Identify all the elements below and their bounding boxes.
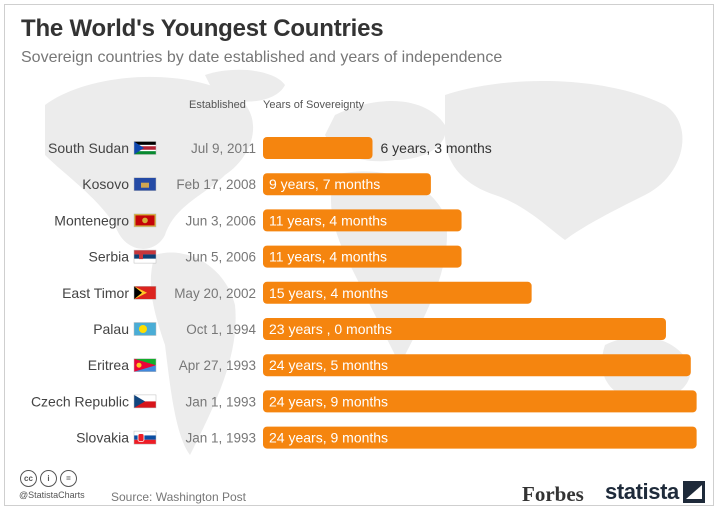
bar-value-label: 24 years, 9 months [269, 430, 388, 446]
established-date: May 20, 2002 [174, 286, 256, 301]
years-column-header: Years of Sovereignty [263, 99, 365, 111]
bar [263, 354, 691, 377]
south-sudan-flag-icon [133, 141, 157, 155]
by-icon: i [40, 470, 57, 487]
country-label: Montenegro [54, 212, 129, 228]
bar-value-label: 23 years , 0 months [269, 321, 392, 337]
montenegro-flag-icon [133, 213, 157, 228]
bar [263, 137, 373, 159]
established-column-header: Established [189, 99, 246, 111]
bar-value-label: 6 years, 3 months [381, 140, 492, 156]
source-note: Source: Washington Post [111, 490, 246, 504]
infographic-frame: The World's Youngest Countries Sovereign… [4, 4, 714, 506]
statista-wordmark: statista [605, 479, 679, 504]
country-label: Kosovo [82, 176, 129, 192]
cc-icon: cc [20, 470, 37, 487]
established-date: Jul 9, 2011 [191, 141, 256, 156]
forbes-logo: Forbes [522, 482, 584, 506]
established-date: Jun 3, 2006 [185, 213, 256, 228]
established-date: Jun 5, 2006 [185, 250, 256, 265]
bar [263, 245, 462, 268]
country-label: Slovakia [76, 430, 129, 446]
statista-mark-icon [682, 481, 705, 503]
bar-value-label: 9 years, 7 months [269, 176, 380, 192]
established-date: Jan 1, 1993 [185, 431, 256, 446]
bar [263, 318, 666, 340]
country-label: Czech Republic [31, 393, 129, 409]
established-date: Jan 1, 1993 [185, 394, 256, 409]
bar-value-label: 11 years, 4 months [269, 249, 387, 265]
established-date: Oct 1, 1994 [186, 322, 256, 337]
czech-republic-flag-icon [133, 394, 157, 409]
bar [263, 390, 697, 413]
bar [263, 426, 697, 449]
bar-value-label: 24 years, 5 months [269, 357, 388, 373]
bar [263, 173, 431, 196]
established-date: Feb 17, 2008 [176, 177, 256, 192]
license-icons: cc i = [20, 470, 77, 487]
bar-value-label: 15 years, 4 months [269, 285, 388, 301]
statista-logo: statista [605, 479, 705, 505]
slovakia-flag-icon [133, 430, 157, 445]
country-label: Serbia [89, 249, 130, 265]
nd-icon: = [60, 470, 77, 487]
eritrea-flag-icon [133, 358, 157, 372]
bar-value-label: 11 years, 4 months [269, 212, 387, 228]
chart-subtitle: Sovereign countries by date established … [21, 49, 503, 66]
established-date: Apr 27, 1993 [179, 358, 256, 373]
east-timor-flag-icon [133, 286, 157, 300]
chart-title: The World's Youngest Countries [21, 15, 384, 42]
palau-flag-icon [133, 322, 157, 336]
country-label: East Timor [62, 285, 129, 301]
statista-handle: @StatistaCharts [19, 490, 85, 500]
bar [263, 209, 462, 232]
bar [263, 281, 532, 304]
country-label: South Sudan [48, 140, 129, 156]
bar-value-label: 24 years, 9 months [269, 393, 388, 409]
country-label: Eritrea [88, 357, 129, 373]
country-label: Palau [93, 321, 129, 337]
kosovo-flag-icon [133, 177, 157, 191]
serbia-flag-icon [133, 249, 157, 264]
bar-chart: South Sudan Jul 9, 2011 6 years, 3 months K… [31, 137, 697, 449]
